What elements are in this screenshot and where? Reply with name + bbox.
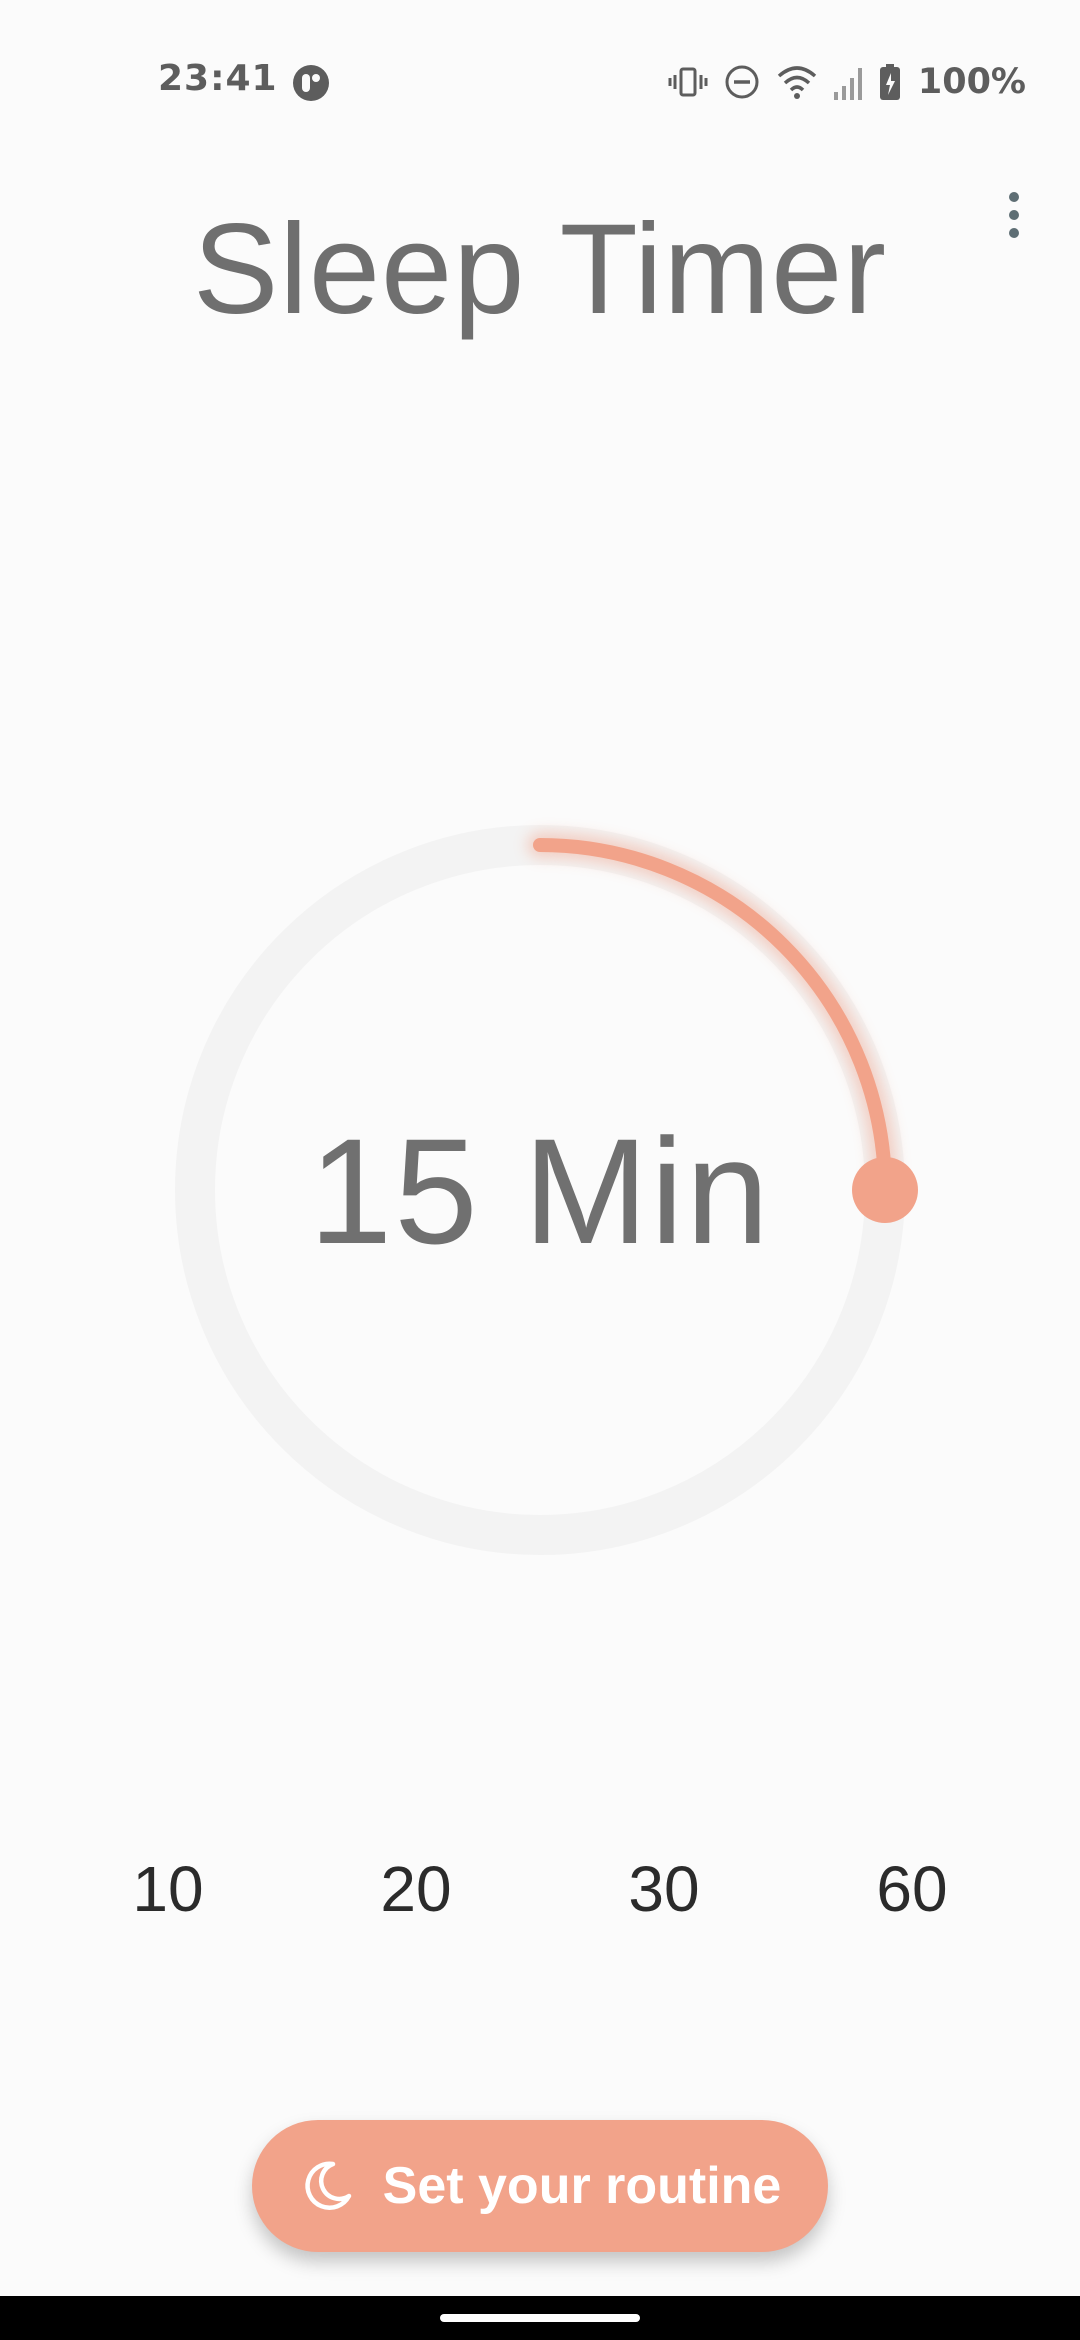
dial-progress-arc — [533, 838, 892, 1197]
timer-dial-graphic — [175, 825, 918, 1555]
app-notification-icon — [293, 65, 329, 101]
more-vert-icon — [1009, 192, 1019, 202]
more-vert-icon-dot — [1009, 228, 1019, 238]
dial-handle — [852, 1157, 918, 1223]
preset-30[interactable]: 30 — [628, 1853, 700, 1925]
preset-60[interactable]: 60 — [876, 1853, 948, 1925]
page-title: Sleep Timer — [193, 198, 887, 341]
status-time: 23:41 — [158, 58, 278, 99]
more-options-button[interactable] — [994, 180, 1034, 250]
cell-signal-icon — [833, 68, 862, 100]
wifi-icon — [777, 66, 817, 99]
set-routine-button[interactable]: Set your routine — [252, 2120, 828, 2252]
timer-value: 15 Min — [308, 1107, 772, 1275]
status-bar: 23:41 — [0, 0, 1080, 165]
moon-icon — [304, 2161, 351, 2210]
preset-10[interactable]: 10 — [132, 1853, 204, 1925]
status-icons: 100% — [668, 58, 1026, 106]
preset-20[interactable]: 20 — [380, 1853, 452, 1925]
do-not-disturb-icon — [725, 65, 759, 99]
battery-charging-icon — [879, 64, 900, 100]
set-routine-label: Set your routine — [382, 2157, 782, 2215]
navigation-bar — [0, 2296, 1080, 2340]
timer-dial[interactable] — [140, 790, 940, 1590]
vibrate-icon — [668, 67, 708, 97]
home-gesture-handle[interactable] — [440, 2314, 640, 2322]
preset-options: 10 20 30 60 — [0, 1852, 1080, 1932]
battery-percentage: 100% — [917, 62, 1026, 102]
more-vert-icon-dot — [1009, 210, 1019, 220]
